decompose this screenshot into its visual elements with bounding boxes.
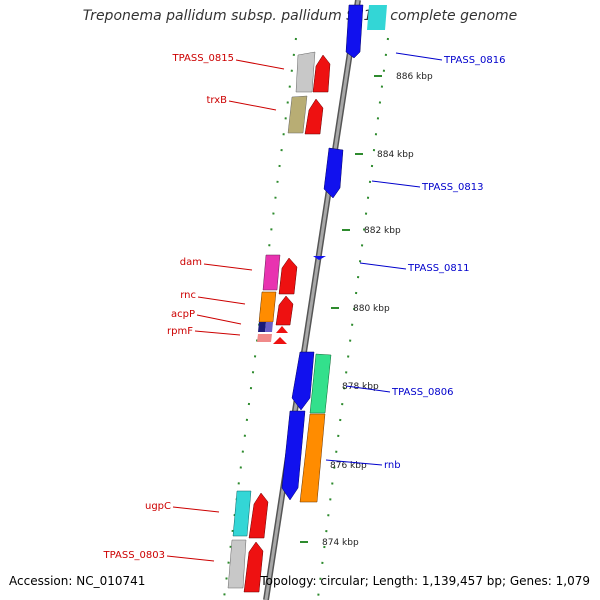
gene-block-tpass-0811	[313, 256, 326, 260]
topology-text: Topology: circular; Length: 1,139,457 bp…	[260, 574, 590, 588]
ruler-label: 874 kbp	[322, 538, 359, 548]
gene-label: rnb	[384, 460, 401, 471]
ruler-label: 878 kbp	[342, 382, 379, 392]
ruler-label: 884 kbp	[377, 150, 414, 160]
gene-label: TPASS_0813	[421, 182, 483, 193]
gene-block-ugpc	[232, 490, 252, 537]
gene-block-cyan-top	[367, 5, 387, 30]
gene-block-rnb-orange	[299, 413, 326, 503]
gene-label: TPASS_0806	[391, 387, 453, 398]
gene-block-rpmf	[257, 334, 272, 342]
cds-arrow-dam	[278, 257, 298, 295]
gene-label: TPASS_0815	[172, 53, 234, 64]
gene-label: TPASS_0816	[443, 55, 505, 66]
gene-block-tpass-0815	[295, 51, 316, 93]
gene-block-rnb-reverse	[281, 410, 306, 501]
cds-arrow-trxb	[304, 98, 324, 135]
gene-block-tpass-0803	[227, 539, 247, 589]
label-connectors	[166, 52, 443, 562]
gene-block-rnc	[258, 291, 277, 323]
cds-arrow-ugpc	[248, 492, 269, 539]
ruler-label: 880 kbp	[353, 304, 390, 314]
ruler-label: 876 kbp	[330, 461, 367, 471]
gene-label: acpP	[171, 309, 195, 320]
cds-arrow-tpass-0815	[312, 54, 331, 93]
gene-label: trxB	[206, 95, 227, 106]
gene-label: ugpC	[145, 501, 171, 512]
ruler-label: 882 kbp	[364, 226, 401, 236]
map-title: Treponema pallidum subsp. pallidum SS14,…	[82, 8, 518, 24]
gene-label: TPASS_0803	[103, 550, 165, 561]
gene-label: TPASS_0811	[407, 263, 469, 274]
outer-guide-line	[317, 37, 389, 599]
gene-block-acpp-2	[265, 322, 273, 332]
genome-backbone	[263, 0, 361, 600]
gene-label: rpmF	[167, 326, 193, 337]
gene-label: rnc	[180, 290, 196, 301]
gene-block-trxb	[287, 95, 308, 134]
left-gene-labels: TPASS_0815 trxB dam rnc acpP rpmF ugpC TPASS_08…	[103, 53, 234, 561]
gene-block-acpp	[258, 322, 266, 332]
cds-arrow-acpp	[276, 326, 288, 333]
ruler: 886 kbp 884 kbp 882 kbp 880 kbp 878 kbp 876 k…	[300, 72, 433, 548]
cds-arrow-tpass-0803	[243, 541, 264, 593]
right-gene-labels: TPASS_0816 TPASS_0813 TPASS_0811 TPASS_0806…	[384, 55, 505, 471]
accession-text: Accession: NC_010741	[9, 574, 146, 588]
forward-cds-arrows	[243, 54, 331, 593]
gene-block-tpass-0806-reverse	[291, 351, 315, 411]
ruler-label: 886 kbp	[396, 72, 433, 82]
gene-block-tpass-0816	[345, 4, 364, 59]
gene-label: dam	[180, 257, 202, 268]
gene-blocks	[227, 4, 387, 589]
gene-block-tpass-0806-green	[309, 353, 332, 414]
cds-arrow-rnc	[275, 295, 294, 326]
gene-block-tpass-0813	[323, 147, 344, 199]
cds-arrow-rpmf	[273, 337, 287, 344]
gene-block-dam	[262, 254, 281, 291]
